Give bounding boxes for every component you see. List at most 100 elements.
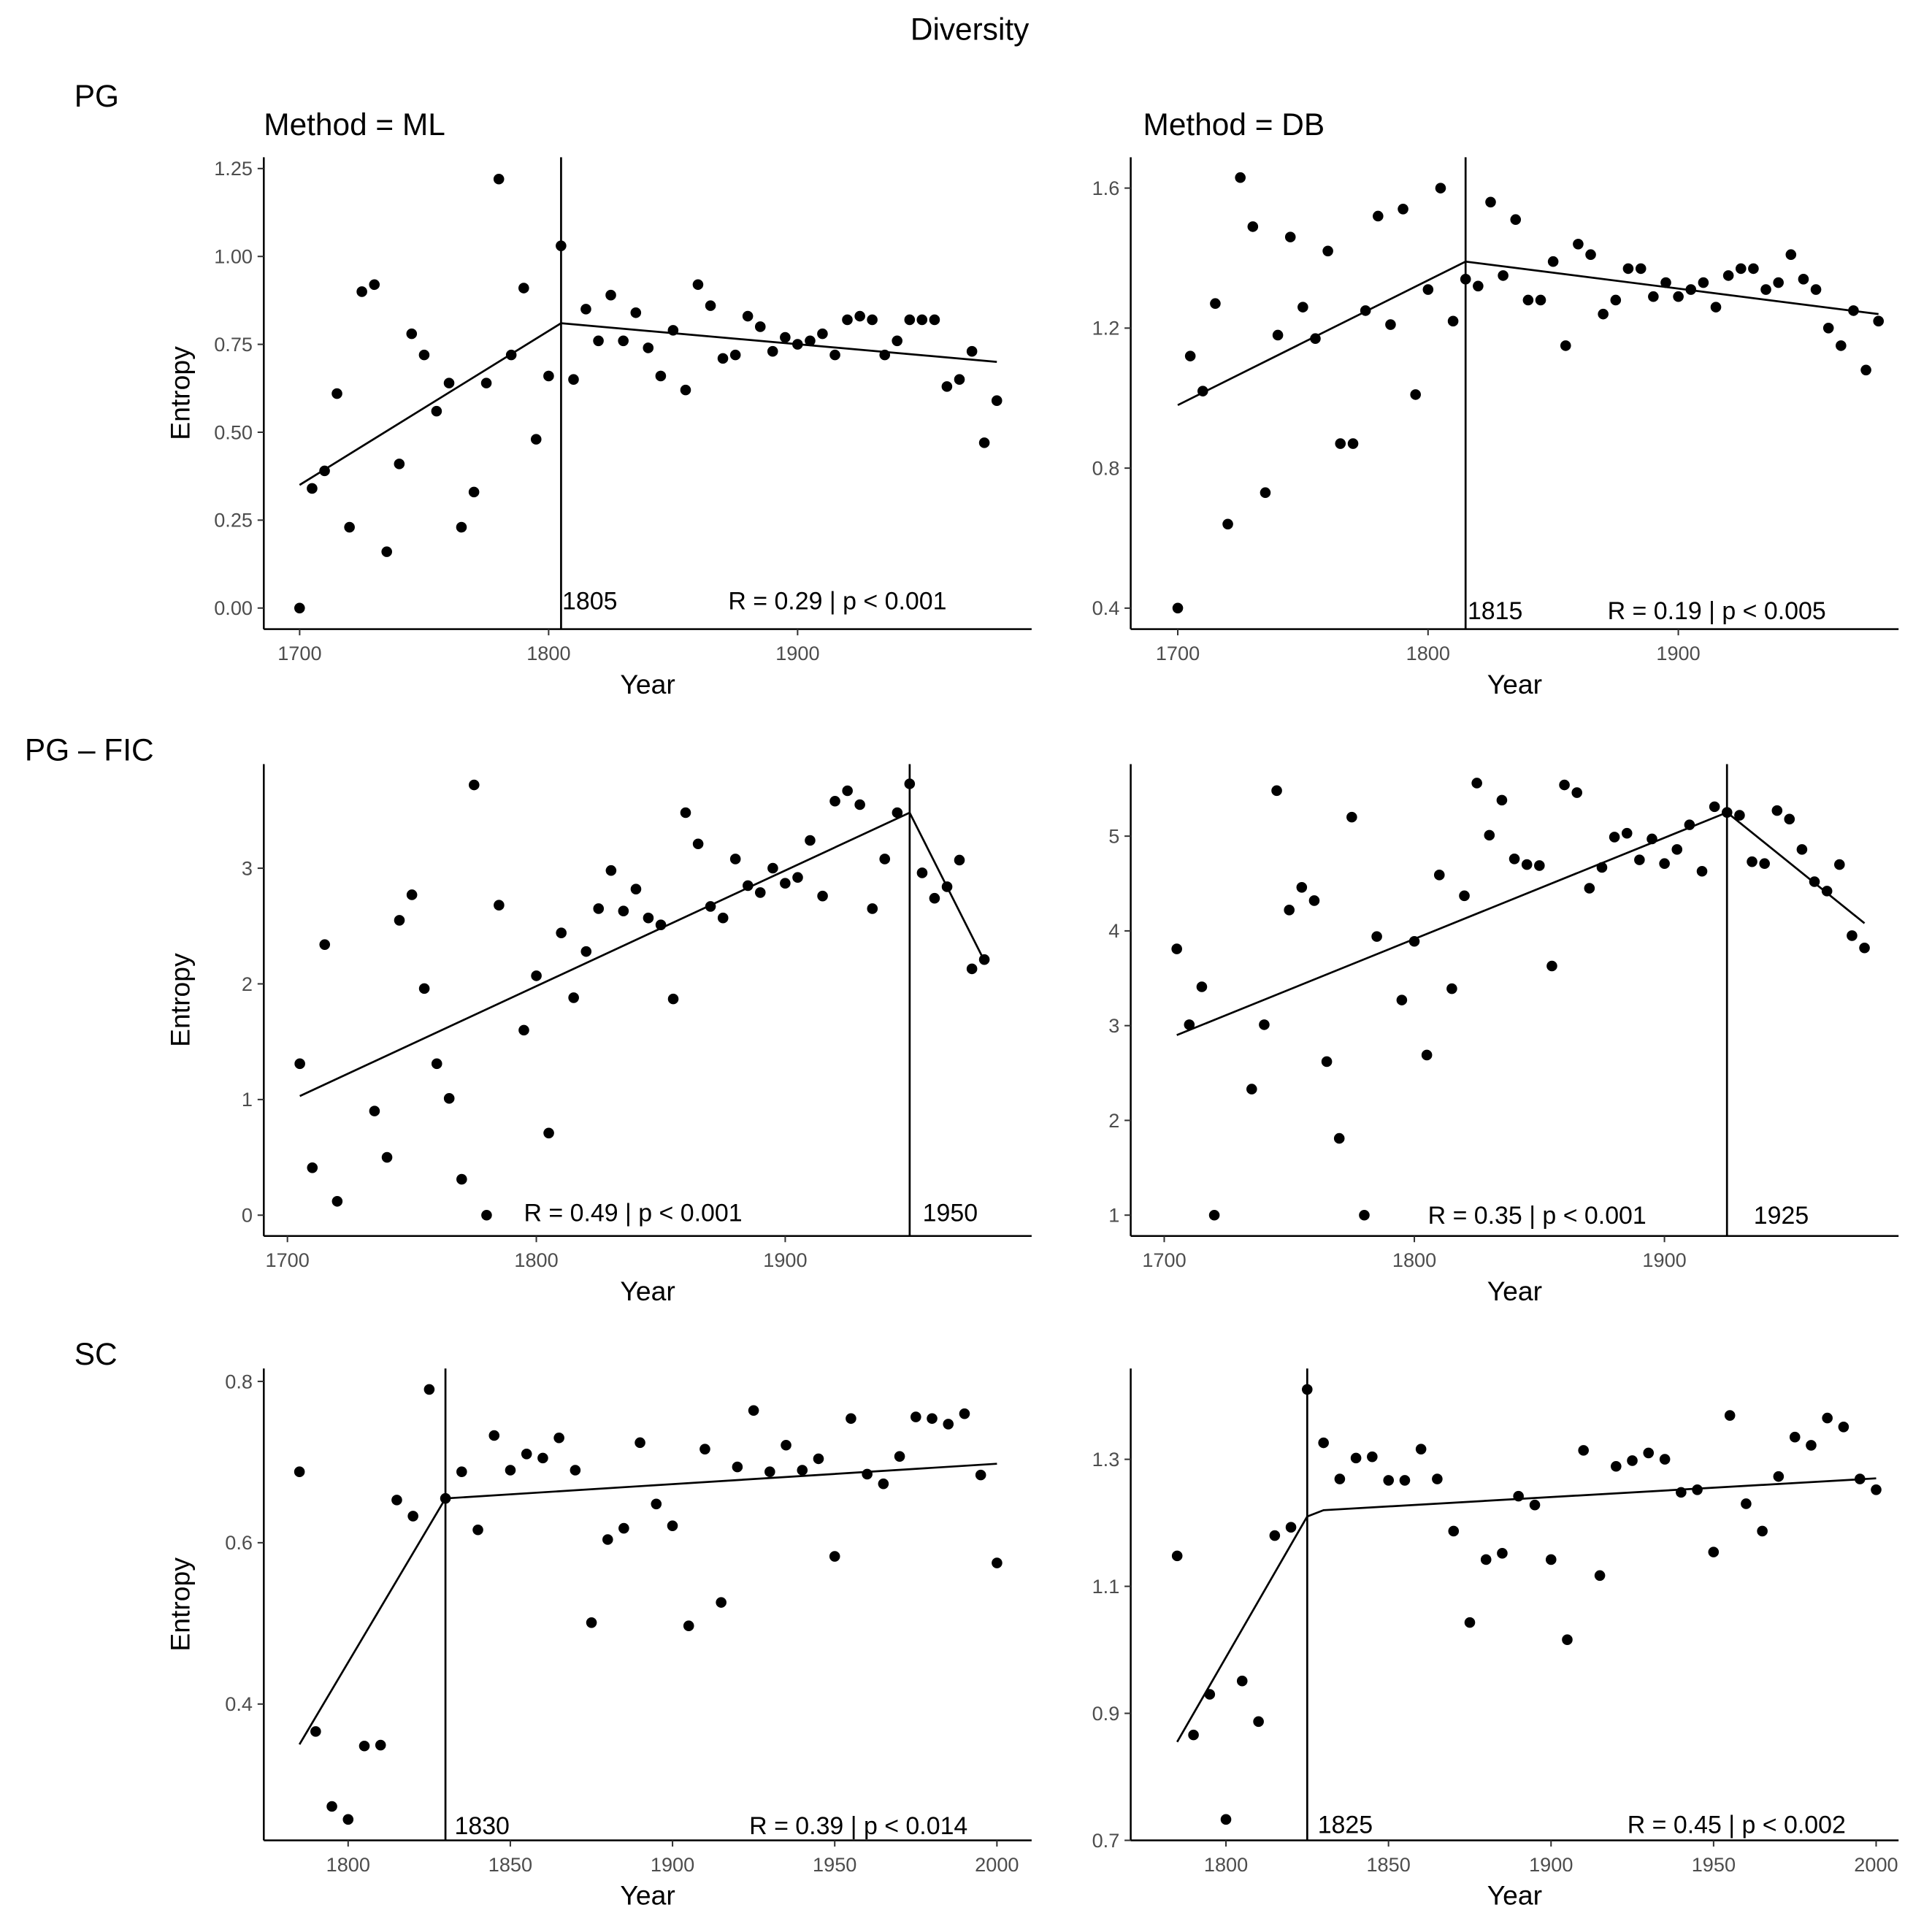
data-point — [307, 483, 318, 494]
x-tick-label: 1850 — [488, 1853, 532, 1876]
data-point — [344, 521, 355, 533]
data-point — [418, 983, 430, 994]
data-point — [1321, 1056, 1333, 1067]
data-point — [1188, 1729, 1199, 1741]
data-point — [1721, 807, 1733, 818]
data-point — [1798, 274, 1809, 285]
data-point — [1610, 294, 1622, 306]
data-point — [879, 854, 891, 865]
data-point — [406, 328, 418, 340]
data-point — [717, 353, 729, 364]
data-point — [468, 779, 480, 791]
data-point — [1269, 1530, 1281, 1541]
x-axis-title: Year — [1487, 669, 1542, 699]
data-point — [1722, 270, 1734, 281]
segmented-fit-line — [1176, 811, 1866, 1036]
data-point — [667, 325, 679, 336]
y-tick-label: 1 — [242, 1088, 253, 1111]
data-point — [867, 314, 878, 326]
data-point — [817, 890, 828, 902]
data-point — [680, 384, 691, 396]
data-point — [1322, 245, 1333, 257]
data-point — [456, 1173, 467, 1185]
data-point — [1310, 333, 1321, 345]
x-tick-label: 1900 — [763, 1249, 807, 1271]
data-point — [1347, 438, 1359, 449]
data-point — [854, 310, 865, 322]
data-point — [705, 901, 716, 912]
data-point — [1748, 263, 1759, 275]
data-point — [1809, 876, 1820, 887]
data-point — [1847, 930, 1858, 941]
data-point — [369, 1105, 380, 1116]
data-point — [1547, 256, 1559, 267]
data-point — [1459, 890, 1470, 902]
x-tick-label: 1900 — [1642, 1249, 1686, 1271]
correlation-annotation: R = 0.19 | p < 0.005 — [1608, 597, 1826, 625]
data-point — [1197, 386, 1208, 396]
data-point — [643, 342, 654, 353]
x-tick-label: 1700 — [265, 1249, 309, 1271]
data-point — [1480, 1554, 1492, 1565]
data-point — [570, 1465, 581, 1476]
data-point — [1360, 305, 1371, 316]
x-tick-label: 1700 — [277, 642, 321, 664]
data-point — [966, 963, 978, 975]
data-point — [580, 304, 591, 315]
data-point — [680, 807, 691, 819]
data-point — [1367, 1451, 1378, 1463]
correlation-annotation: R = 0.45 | p < 0.002 — [1628, 1811, 1846, 1839]
data-point — [1708, 1546, 1720, 1557]
data-point — [472, 1524, 483, 1536]
data-point — [456, 1466, 467, 1478]
data-point — [754, 321, 766, 332]
data-point — [431, 405, 442, 417]
data-point — [1333, 1132, 1345, 1144]
data-point — [667, 1520, 678, 1531]
data-point — [1297, 302, 1308, 313]
data-point — [1359, 1209, 1370, 1221]
x-tick-label: 1900 — [1656, 642, 1700, 664]
data-point — [1789, 1431, 1801, 1443]
column-label-db: Method = DB — [1143, 107, 1325, 142]
data-point — [1571, 787, 1583, 798]
data-point — [667, 993, 679, 1005]
data-point — [916, 314, 928, 326]
data-point — [780, 878, 791, 889]
segmented-fit-line — [1176, 1477, 1877, 1743]
data-point — [892, 335, 902, 347]
data-point — [1747, 856, 1757, 867]
data-point — [1709, 801, 1720, 813]
data-point — [1484, 829, 1495, 841]
data-point — [1208, 1209, 1220, 1221]
y-tick-label: 0.75 — [214, 333, 253, 356]
data-point — [618, 1522, 629, 1534]
data-point — [904, 314, 916, 326]
data-point — [792, 339, 803, 350]
data-point — [878, 1478, 889, 1490]
x-tick-label: 1800 — [514, 1249, 558, 1271]
breakpoint-label: 1950 — [923, 1199, 978, 1227]
correlation-annotation: R = 0.49 | p < 0.001 — [524, 1199, 742, 1227]
data-point — [916, 867, 928, 878]
data-point — [1246, 1084, 1257, 1095]
y-tick-label: 1 — [1108, 1204, 1119, 1227]
data-point — [1204, 1689, 1216, 1700]
data-point — [618, 335, 629, 347]
data-point — [423, 1384, 435, 1395]
x-tick-label: 1800 — [1392, 1249, 1436, 1271]
breakpoint-label: 1805 — [562, 588, 617, 616]
data-point — [1373, 210, 1384, 222]
data-point — [1696, 865, 1708, 877]
data-point — [651, 1498, 662, 1510]
y-tick-label: 1.6 — [1092, 177, 1120, 199]
data-point — [781, 1439, 791, 1451]
data-point — [1471, 778, 1482, 789]
data-point — [1822, 323, 1834, 334]
data-point — [319, 939, 331, 950]
data-point — [1446, 983, 1457, 994]
data-point — [1759, 858, 1770, 870]
data-point — [1521, 859, 1533, 870]
data-point — [1196, 981, 1208, 992]
data-point — [593, 903, 605, 914]
